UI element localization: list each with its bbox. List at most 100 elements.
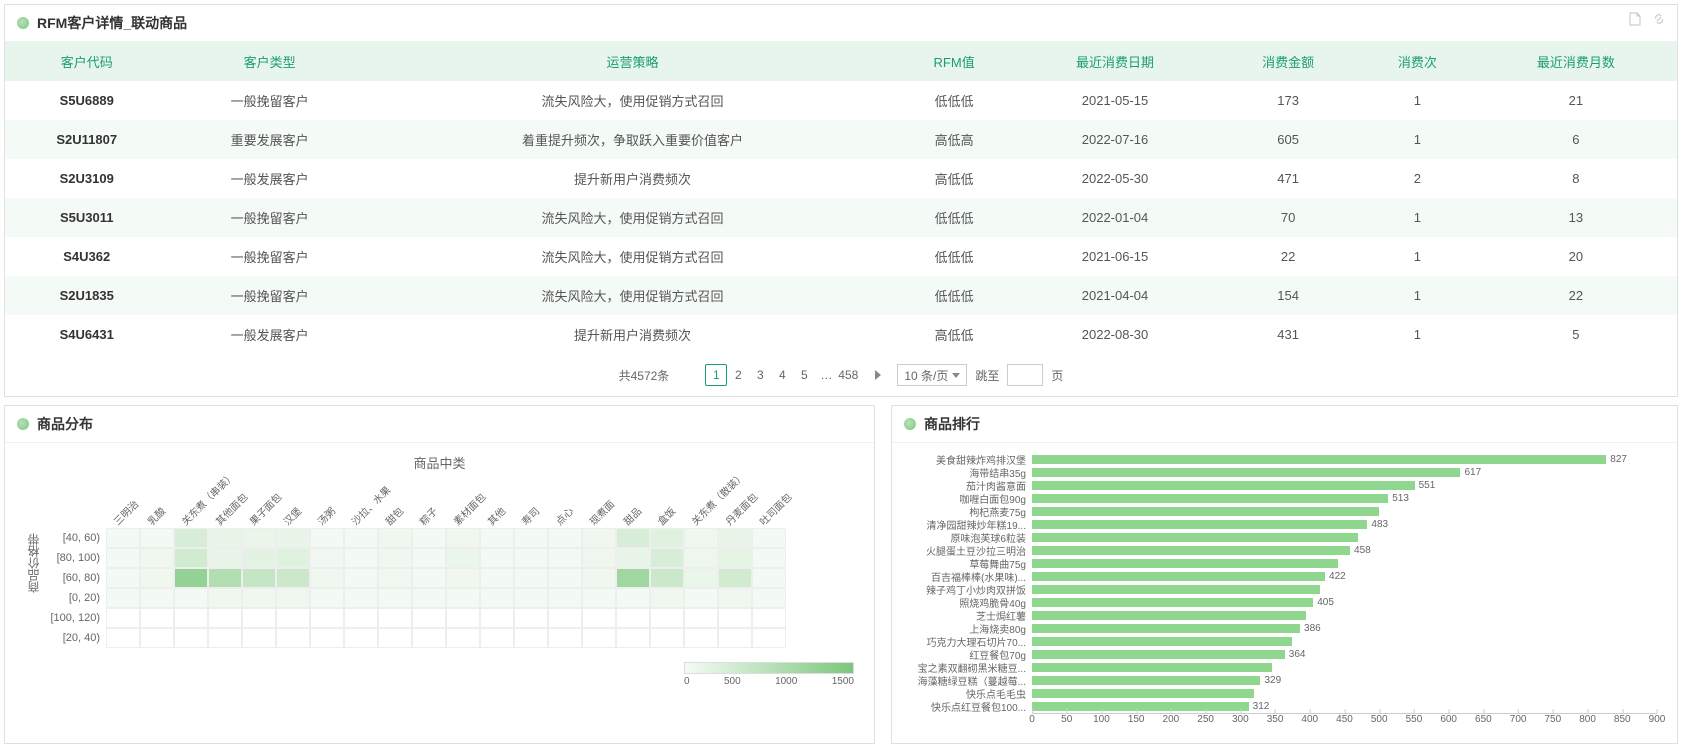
heatmap-cell[interactable] (514, 628, 548, 648)
heatmap-cell[interactable] (378, 588, 412, 608)
table-row[interactable]: S4U362一般挽留客户流失风险大，使用促销方式召回低低低2021-06-152… (5, 237, 1677, 276)
heatmap-cell[interactable] (752, 528, 786, 548)
heatmap-cell[interactable] (480, 628, 514, 648)
heatmap-cell[interactable] (174, 568, 208, 588)
heatmap-cell[interactable] (480, 588, 514, 608)
heatmap-cell[interactable] (208, 568, 242, 588)
heatmap-cell[interactable] (242, 588, 276, 608)
heatmap-cell[interactable] (344, 568, 378, 588)
table-row[interactable]: S5U6889一般挽留客户流失风险大，使用促销方式召回低低低2021-05-15… (5, 81, 1677, 120)
link-icon[interactable] (1651, 11, 1667, 27)
heatmap-cell[interactable] (106, 588, 140, 608)
heatmap-cell[interactable] (140, 628, 174, 648)
heatmap-cell[interactable] (208, 608, 242, 628)
heatmap-cell[interactable] (242, 568, 276, 588)
heatmap-cell[interactable] (310, 628, 344, 648)
heatmap-cell[interactable] (310, 568, 344, 588)
heatmap-cell[interactable] (650, 628, 684, 648)
heatmap-cell[interactable] (276, 548, 310, 568)
heatmap-cell[interactable] (106, 528, 140, 548)
heatmap-cell[interactable] (752, 628, 786, 648)
heatmap-cell[interactable] (650, 608, 684, 628)
heatmap-cell[interactable] (718, 588, 752, 608)
heatmap-cell[interactable] (276, 568, 310, 588)
heatmap-cell[interactable] (208, 628, 242, 648)
table-row[interactable]: S5U3011一般挽留客户流失风险大，使用促销方式召回低低低2022-01-04… (5, 198, 1677, 237)
heatmap-cell[interactable] (412, 628, 446, 648)
pagination-jump-input[interactable] (1007, 364, 1043, 386)
heatmap-cell[interactable] (106, 608, 140, 628)
heatmap-cell[interactable] (276, 528, 310, 548)
table-header-cell[interactable]: 消费金额 (1216, 42, 1360, 81)
heatmap-cell[interactable] (344, 548, 378, 568)
table-row[interactable]: S2U3109一般发展客户提升新用户消费频次高低低2022-05-3047128 (5, 159, 1677, 198)
heatmap-cell[interactable] (344, 628, 378, 648)
heatmap-cell[interactable] (242, 548, 276, 568)
heatmap-cell[interactable] (548, 608, 582, 628)
heatmap-cell[interactable] (480, 608, 514, 628)
heatmap-cell[interactable] (514, 608, 548, 628)
heatmap-cell[interactable] (650, 588, 684, 608)
heatmap-cell[interactable] (684, 628, 718, 648)
table-row[interactable]: S2U1835一般挽留客户流失风险大，使用促销方式召回低低低2021-04-04… (5, 276, 1677, 315)
heatmap-cell[interactable] (548, 548, 582, 568)
table-header-cell[interactable]: RFM值 (894, 42, 1013, 81)
table-header-cell[interactable]: 运营策略 (371, 42, 895, 81)
pagination-page[interactable]: 458 (837, 364, 859, 386)
heatmap-cell[interactable] (174, 628, 208, 648)
heatmap-cell[interactable] (480, 528, 514, 548)
export-icon[interactable] (1627, 11, 1643, 27)
heatmap-cell[interactable] (446, 548, 480, 568)
heatmap-cell[interactable] (276, 608, 310, 628)
bar-row[interactable]: 快乐点红豆餐包100...312 (902, 700, 1657, 713)
heatmap-cell[interactable] (174, 548, 208, 568)
table-header-cell[interactable]: 客户代码 (5, 42, 168, 81)
table-header-cell[interactable]: 最近消费日期 (1014, 42, 1216, 81)
heatmap-cell[interactable] (412, 608, 446, 628)
heatmap-cell[interactable] (582, 628, 616, 648)
heatmap-cell[interactable] (106, 628, 140, 648)
heatmap-cell[interactable] (650, 528, 684, 548)
heatmap-cell[interactable] (514, 528, 548, 548)
heatmap-cell[interactable] (208, 588, 242, 608)
heatmap-cell[interactable] (140, 548, 174, 568)
pagination-page[interactable]: 3 (749, 364, 771, 386)
heatmap-cell[interactable] (446, 568, 480, 588)
heatmap-cell[interactable] (140, 528, 174, 548)
heatmap-cell[interactable] (582, 548, 616, 568)
heatmap-cell[interactable] (242, 628, 276, 648)
heatmap-cell[interactable] (106, 548, 140, 568)
heatmap-cell[interactable] (548, 628, 582, 648)
heatmap-cell[interactable] (752, 548, 786, 568)
heatmap-cell[interactable] (242, 608, 276, 628)
heatmap-cell[interactable] (616, 608, 650, 628)
heatmap-cell[interactable] (582, 568, 616, 588)
heatmap-cell[interactable] (616, 548, 650, 568)
table-header-cell[interactable]: 客户类型 (168, 42, 370, 81)
table-header-cell[interactable]: 最近消费月数 (1475, 42, 1677, 81)
heatmap-cell[interactable] (650, 548, 684, 568)
heatmap-cell[interactable] (616, 588, 650, 608)
heatmap-cell[interactable] (310, 608, 344, 628)
heatmap-cell[interactable] (616, 528, 650, 548)
heatmap-cell[interactable] (514, 548, 548, 568)
heatmap-cell[interactable] (378, 528, 412, 548)
heatmap-cell[interactable] (718, 528, 752, 548)
heatmap-cell[interactable] (548, 588, 582, 608)
heatmap-cell[interactable] (514, 568, 548, 588)
heatmap-cell[interactable] (446, 608, 480, 628)
heatmap-cell[interactable] (412, 568, 446, 588)
heatmap-cell[interactable] (548, 568, 582, 588)
heatmap-cell[interactable] (310, 528, 344, 548)
heatmap-cell[interactable] (378, 608, 412, 628)
pagination-page[interactable]: 5 (793, 364, 815, 386)
table-row[interactable]: S4U6431一般发展客户提升新用户消费频次高低低2022-08-3043115 (5, 315, 1677, 354)
heatmap-cell[interactable] (412, 548, 446, 568)
heatmap-cell[interactable] (140, 568, 174, 588)
heatmap-cell[interactable] (718, 628, 752, 648)
heatmap-cell[interactable] (548, 528, 582, 548)
heatmap-cell[interactable] (650, 568, 684, 588)
heatmap-cell[interactable] (344, 608, 378, 628)
heatmap-cell[interactable] (616, 568, 650, 588)
heatmap-cell[interactable] (718, 568, 752, 588)
